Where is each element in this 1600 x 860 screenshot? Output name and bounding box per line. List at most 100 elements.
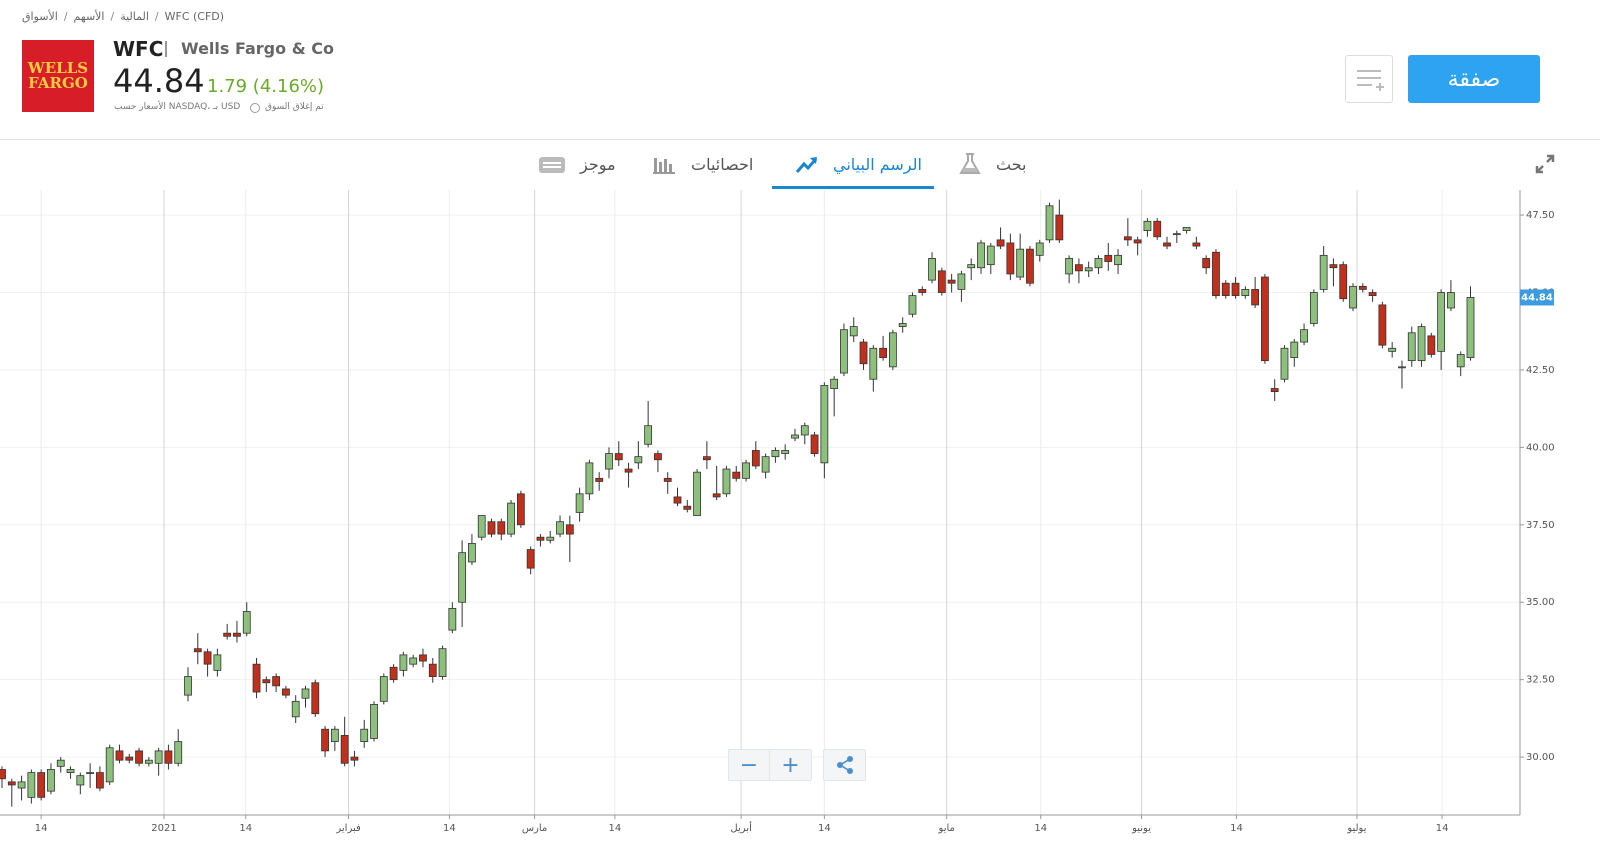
candle-body bbox=[477, 515, 486, 538]
candle-body bbox=[1241, 289, 1250, 297]
crumb[interactable]: المالية bbox=[104, 10, 149, 23]
tab-label: احصائيات bbox=[691, 154, 754, 174]
ticker: WFC bbox=[113, 37, 164, 61]
y-tick-label: 37.50 bbox=[1526, 520, 1555, 531]
candle-body bbox=[438, 648, 447, 677]
candle-body bbox=[1417, 326, 1426, 362]
candle-body bbox=[1358, 285, 1367, 290]
candle-body bbox=[291, 700, 300, 718]
candle-body bbox=[1398, 366, 1406, 369]
candle-body bbox=[957, 273, 966, 290]
candle-body bbox=[428, 663, 437, 677]
crumb[interactable]: الأسواق bbox=[22, 10, 58, 23]
x-tick-label: أبريل bbox=[730, 821, 752, 834]
candle-body bbox=[1437, 292, 1446, 352]
breadcrumb: الأسواق الأسهم المالية WFC (CFD) bbox=[22, 10, 224, 23]
candle-body bbox=[575, 493, 584, 513]
tab-label: بحث bbox=[996, 154, 1027, 174]
candle-body bbox=[546, 536, 555, 541]
candle-body bbox=[830, 378, 839, 389]
x-tick-label: 14 bbox=[1436, 823, 1449, 834]
candle-body bbox=[1163, 242, 1171, 247]
candle-body bbox=[742, 462, 750, 479]
candle-body bbox=[448, 608, 457, 631]
candle-body bbox=[17, 781, 26, 789]
candle-body bbox=[76, 775, 85, 786]
zoom-out-button[interactable]: − bbox=[728, 749, 770, 781]
candle-body bbox=[1212, 251, 1220, 297]
share-button[interactable] bbox=[823, 749, 866, 781]
watchlist-button[interactable] bbox=[1345, 55, 1393, 103]
tab-icon bbox=[539, 157, 565, 173]
x-tick-label: مايو bbox=[938, 823, 955, 834]
candle-body bbox=[624, 468, 633, 473]
candle-body bbox=[967, 264, 976, 269]
x-tick-label: 14 bbox=[1230, 823, 1243, 834]
tab[interactable]: احصائيات bbox=[653, 152, 753, 176]
candle-body bbox=[977, 242, 985, 269]
candle-body bbox=[751, 450, 760, 467]
y-tick-label: 47.50 bbox=[1526, 210, 1555, 221]
candle-body bbox=[399, 654, 408, 671]
crumb[interactable]: الأسهم bbox=[58, 10, 105, 23]
tab[interactable]: بحث bbox=[958, 152, 1027, 176]
x-tick-label: مارس bbox=[522, 823, 547, 834]
price-change: 1.79 (4.16%) bbox=[207, 76, 325, 97]
tab-label: موجز bbox=[580, 154, 616, 174]
candle-body bbox=[1368, 292, 1377, 297]
candle-body bbox=[1447, 292, 1455, 309]
candle-body bbox=[908, 295, 917, 315]
expand-button[interactable] bbox=[1534, 153, 1556, 175]
candle-body bbox=[47, 769, 55, 792]
candle-body bbox=[516, 493, 525, 526]
x-tick-label: يونيو bbox=[1131, 823, 1151, 834]
candle-body bbox=[1192, 242, 1201, 247]
tab-icon bbox=[795, 157, 818, 173]
candle-body bbox=[634, 456, 643, 464]
candle-body bbox=[1202, 258, 1211, 269]
candle-body bbox=[1456, 354, 1465, 368]
candle-body bbox=[986, 245, 995, 266]
candle-body bbox=[869, 347, 878, 380]
tab-icon bbox=[653, 158, 675, 174]
candle-body bbox=[233, 632, 241, 637]
candle-body bbox=[330, 728, 339, 742]
candle-body bbox=[468, 542, 476, 563]
candle-body bbox=[1270, 388, 1279, 393]
candle-body bbox=[174, 741, 183, 764]
candle-body bbox=[702, 456, 711, 461]
x-tick-label: 14 bbox=[35, 823, 48, 834]
candle-body bbox=[301, 688, 310, 699]
candle-body bbox=[1231, 282, 1240, 297]
y-tick-label: 35.00 bbox=[1526, 597, 1555, 608]
clock-icon bbox=[250, 103, 260, 113]
candle-body bbox=[1114, 254, 1122, 266]
candle-body bbox=[115, 750, 124, 761]
candle-body bbox=[1153, 220, 1162, 238]
candle-body bbox=[771, 450, 780, 458]
candle-body bbox=[223, 632, 232, 637]
x-tick-label: فبراير bbox=[335, 823, 361, 834]
tab[interactable]: موجز bbox=[538, 152, 616, 176]
x-tick-label: 2021 bbox=[151, 823, 176, 834]
price: 44.84 bbox=[113, 62, 205, 100]
candle-body bbox=[595, 477, 604, 482]
candle-body bbox=[409, 657, 418, 665]
candle-body bbox=[937, 270, 946, 293]
candle-body bbox=[732, 471, 741, 479]
candle-body bbox=[1006, 242, 1015, 275]
candle-body bbox=[565, 524, 574, 535]
candle-body bbox=[1094, 258, 1103, 269]
candle-body bbox=[605, 453, 613, 470]
zoom-in-button[interactable]: + bbox=[769, 749, 812, 781]
trade-button[interactable]: صفقة bbox=[1408, 55, 1540, 103]
candle-body bbox=[360, 728, 369, 742]
candle-body bbox=[262, 679, 271, 684]
candle-body bbox=[556, 521, 564, 535]
candle-body bbox=[86, 772, 95, 774]
tab[interactable]: الرسم البياني bbox=[795, 152, 922, 176]
candle-body bbox=[1339, 264, 1348, 300]
candle-body bbox=[370, 704, 378, 739]
candle-body bbox=[419, 654, 427, 662]
candle-body bbox=[654, 453, 662, 461]
